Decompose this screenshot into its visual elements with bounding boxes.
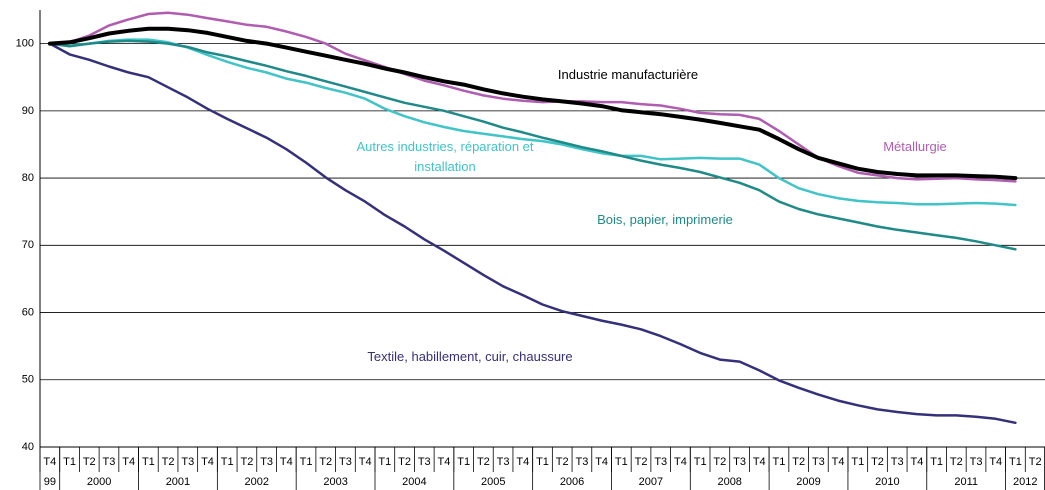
x-tick-label: T1 (63, 456, 76, 468)
x-tick-label: T4 (832, 456, 845, 468)
year-label: 2004 (402, 476, 426, 488)
x-tick-label: T2 (319, 456, 332, 468)
x-tick-label: T2 (556, 456, 569, 468)
x-tick-label: T2 (83, 456, 96, 468)
year-label: 2002 (245, 476, 269, 488)
x-tick-label: T1 (142, 456, 155, 468)
x-tick-label: T3 (891, 456, 904, 468)
year-label: 2007 (639, 476, 663, 488)
year-label: 99 (44, 476, 56, 488)
year-label: 2003 (323, 476, 347, 488)
x-tick-label: T4 (438, 456, 451, 468)
x-tick-label: T1 (1009, 456, 1022, 468)
series-line (47, 26, 1018, 181)
x-tick-label: T1 (378, 456, 391, 468)
x-tick-label: T2 (1029, 456, 1042, 468)
x-tick-label: T4 (280, 456, 293, 468)
x-tick-label: T1 (851, 456, 864, 468)
x-tick-label: T1 (930, 456, 943, 468)
x-tick-label: T2 (398, 456, 411, 468)
series-label: Autres industries, réparation et install… (356, 139, 534, 174)
year-label: 2010 (875, 476, 899, 488)
x-tick-label: T4 (122, 456, 135, 468)
x-tick-label: T1 (536, 456, 549, 468)
x-tick-label: T3 (970, 456, 983, 468)
year-label: 2000 (87, 476, 111, 488)
x-tick-label: T2 (871, 456, 884, 468)
x-tick-label: T4 (516, 456, 529, 468)
x-tick-label: T3 (418, 456, 431, 468)
x-tick-label: T3 (812, 456, 825, 468)
x-tick-label: T2 (950, 456, 963, 468)
year-label: 2005 (481, 476, 505, 488)
x-tick-label: T1 (773, 456, 786, 468)
series-label: Textile, habillement, cuir, chaussure (367, 349, 573, 364)
y-tick-label: 40 (22, 441, 34, 453)
x-tick-label: T4 (595, 456, 608, 468)
year-label: 2006 (560, 476, 584, 488)
series-line (48, 42, 1017, 425)
x-tick-label: T4 (753, 456, 766, 468)
x-tick-label: T2 (713, 456, 726, 468)
x-tick-label: T2 (240, 456, 253, 468)
x-tick-label: T1 (300, 456, 313, 468)
x-tick-label: T2 (162, 456, 175, 468)
year-label: 2008 (717, 476, 741, 488)
x-tick-label: T3 (181, 456, 194, 468)
year-label: 2009 (796, 476, 820, 488)
x-tick-label: T3 (654, 456, 667, 468)
x-tick-label: T4 (910, 456, 923, 468)
series-label: Industrie manufacturière (557, 67, 699, 82)
y-tick-label: 50 (22, 374, 34, 386)
x-tick-label: T2 (635, 456, 648, 468)
series-label: Bois, papier, imprimerie (597, 212, 733, 227)
series-label: Métallurgie (883, 139, 947, 154)
x-tick-label: T4 (43, 456, 56, 468)
x-tick-label: T1 (457, 456, 470, 468)
x-tick-label: T4 (989, 456, 1002, 468)
x-tick-label: T4 (201, 456, 214, 468)
series-line (48, 11, 1017, 183)
x-tick-label: T1 (221, 456, 234, 468)
series-line (48, 38, 1017, 207)
x-tick-label: T4 (359, 456, 372, 468)
x-tick-label: T2 (792, 456, 805, 468)
x-tick-label: T3 (733, 456, 746, 468)
x-tick-label: T3 (103, 456, 116, 468)
year-label: 2011 (954, 476, 978, 488)
x-tick-label: T3 (575, 456, 588, 468)
x-tick-label: T1 (615, 456, 628, 468)
x-tick-label: T4 (674, 456, 687, 468)
x-tick-label: T2 (477, 456, 490, 468)
year-label: 2001 (166, 476, 190, 488)
y-tick-label: 70 (22, 239, 34, 251)
y-tick-label: 90 (22, 105, 34, 117)
x-tick-label: T1 (694, 456, 707, 468)
year-label: 2012 (1013, 476, 1037, 488)
y-tick-label: 60 (22, 306, 34, 318)
x-tick-label: T3 (339, 456, 352, 468)
y-tick-label: 80 (22, 172, 34, 184)
x-tick-label: T3 (260, 456, 273, 468)
x-tick-label: T3 (497, 456, 510, 468)
y-tick-label: 100 (16, 38, 34, 50)
series-line (48, 39, 1017, 251)
